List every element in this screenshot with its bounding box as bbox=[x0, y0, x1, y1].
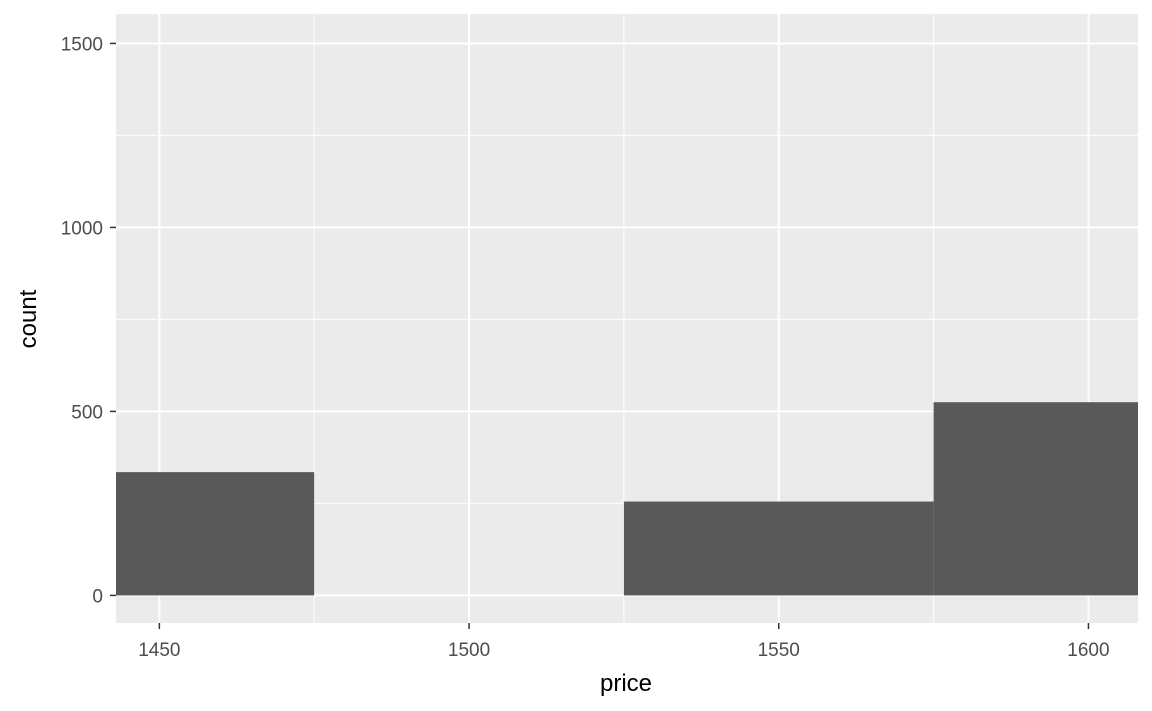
x-tick-label: 1500 bbox=[448, 640, 490, 661]
y-tick-label: 500 bbox=[71, 402, 103, 423]
histogram-bar bbox=[933, 402, 1138, 596]
y-axis-title: count bbox=[15, 289, 42, 348]
histogram-bars bbox=[116, 402, 1138, 596]
y-tick-label: 1000 bbox=[61, 218, 103, 239]
x-tick-label: 1550 bbox=[758, 640, 800, 661]
x-axis: 1450 1500 1550 1600 bbox=[138, 623, 1110, 661]
y-tick-label: 0 bbox=[92, 586, 103, 607]
histogram-bar bbox=[116, 472, 315, 596]
x-axis-title: price bbox=[600, 670, 652, 697]
y-axis: 0 500 1000 1500 bbox=[61, 34, 116, 607]
y-tick-label: 1500 bbox=[61, 34, 103, 55]
histogram-bar bbox=[623, 501, 934, 596]
x-tick-label: 1450 bbox=[138, 640, 180, 661]
x-tick-label: 1600 bbox=[1067, 640, 1109, 661]
